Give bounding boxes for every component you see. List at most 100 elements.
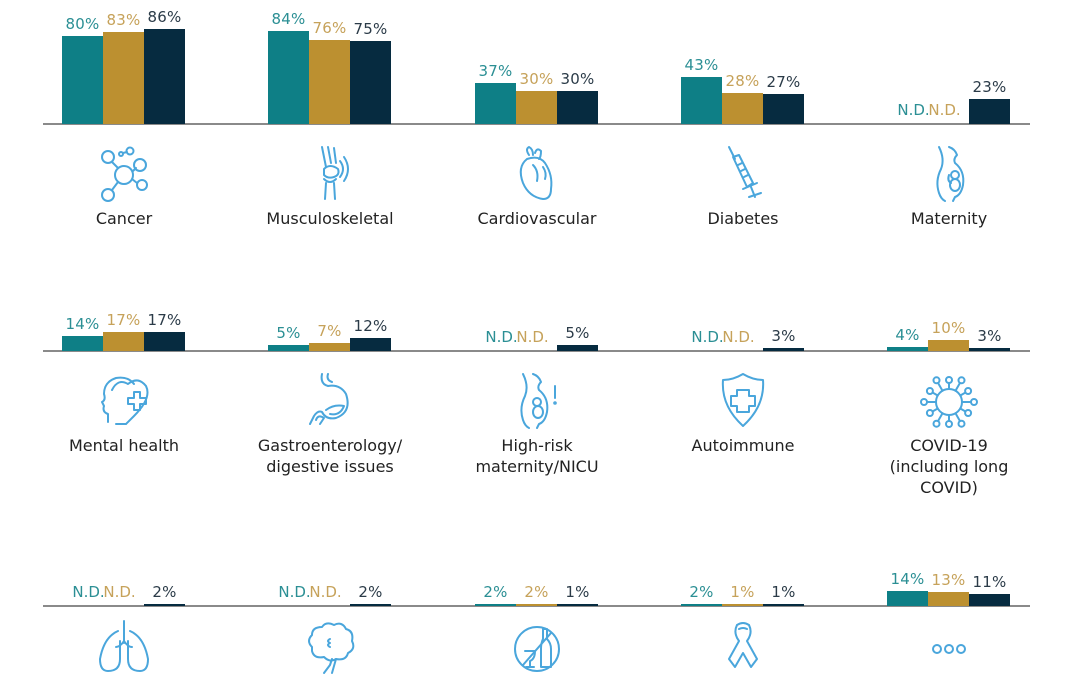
data-label: 28% [725, 72, 760, 91]
bar [557, 345, 598, 351]
bar [681, 603, 722, 606]
category-label: Musculoskeletal [266, 209, 394, 228]
bar [144, 332, 185, 351]
awareness-ribbon-icon [713, 619, 773, 675]
data-label: 1% [771, 582, 796, 601]
data-label: 2% [483, 582, 508, 601]
category-label: Gastroenterology/digestive issues [257, 436, 403, 476]
category-label: Cancer [95, 209, 153, 228]
lungs-icon [94, 619, 154, 675]
data-label: 83% [106, 11, 141, 30]
category-label: Maternity [910, 209, 988, 228]
heart-icon [507, 145, 567, 201]
category-label: Autoimmune [691, 436, 795, 455]
bar [268, 31, 309, 124]
bar [309, 40, 350, 124]
bar [763, 603, 804, 606]
category-label: High-risk maternity/NICU [475, 436, 599, 476]
axis-line-row-2 [43, 350, 1030, 352]
data-label: 5% [565, 324, 590, 343]
brain-icon [300, 619, 360, 675]
bar [969, 347, 1010, 351]
not-disclosed-label: N.D. [897, 101, 930, 119]
category-label: Diabetes [707, 209, 779, 228]
bar [144, 29, 185, 124]
data-label: 75% [353, 20, 388, 39]
bar [475, 603, 516, 606]
bar [309, 343, 350, 351]
not-disclosed-label: N.D. [485, 328, 518, 346]
data-label: 23% [972, 77, 1007, 96]
data-label: 30% [560, 69, 595, 88]
bar [969, 98, 1010, 124]
data-label: 43% [684, 55, 719, 74]
category-label: Mental health [68, 436, 180, 455]
data-label: 30% [519, 69, 554, 88]
data-label: 80% [65, 14, 100, 33]
knee-joint-icon [300, 145, 360, 201]
data-label: 84% [271, 10, 306, 29]
data-label: 37% [478, 62, 513, 81]
bar [350, 337, 391, 351]
bar [557, 603, 598, 606]
bar [887, 590, 928, 606]
bar [62, 35, 103, 124]
bar [144, 603, 185, 606]
pregnancy-alert-icon [507, 372, 567, 429]
data-label: 11% [972, 572, 1007, 591]
data-label: 5% [276, 324, 301, 343]
category-label: Cardiovascular [477, 209, 597, 228]
not-disclosed-label: N.D. [516, 328, 549, 346]
data-label: 3% [977, 326, 1002, 345]
data-label: 14% [65, 314, 100, 333]
axis-line-row-3 [43, 605, 1030, 607]
bar [681, 76, 722, 124]
data-label: 1% [730, 582, 755, 601]
bar [103, 32, 144, 124]
data-label: 14% [890, 569, 925, 588]
data-label: 2% [524, 582, 549, 601]
bar [722, 603, 763, 606]
data-label: 17% [106, 311, 141, 330]
no-alcohol-icon [507, 619, 567, 675]
shield-cross-icon [713, 372, 773, 428]
data-label: 1% [565, 582, 590, 601]
bar [350, 603, 391, 606]
virus-icon [919, 372, 979, 428]
bar [557, 90, 598, 124]
data-label: 86% [147, 8, 182, 26]
data-label: 10% [931, 318, 966, 337]
data-label: 2% [152, 582, 177, 601]
data-label: 4% [895, 325, 920, 344]
molecule-icon [94, 145, 154, 202]
data-label: 17% [147, 311, 182, 330]
bar [475, 83, 516, 124]
bar [763, 347, 804, 351]
bar [62, 335, 103, 351]
data-label: 13% [931, 570, 966, 589]
not-disclosed-label: N.D. [72, 583, 105, 601]
bar [350, 41, 391, 124]
pregnancy-icon [919, 145, 979, 202]
not-disclosed-label: N.D. [691, 328, 724, 346]
not-disclosed-label: N.D. [928, 101, 961, 119]
not-disclosed-label: N.D. [103, 583, 136, 601]
head-heart-icon [94, 372, 154, 428]
not-disclosed-label: N.D. [722, 328, 755, 346]
bar [969, 593, 1010, 606]
bar [928, 339, 969, 351]
syringe-icon [713, 145, 773, 201]
data-label: 27% [766, 73, 801, 92]
data-label: 7% [317, 322, 342, 341]
data-label: 12% [353, 316, 388, 335]
bar [516, 90, 557, 124]
bar [103, 332, 144, 351]
bar [763, 94, 804, 124]
bar [928, 591, 969, 606]
data-label: 2% [358, 582, 383, 601]
not-disclosed-label: N.D. [278, 583, 311, 601]
stomach-icon [300, 372, 360, 428]
bar [268, 345, 309, 351]
more-dots-icon [919, 619, 979, 675]
